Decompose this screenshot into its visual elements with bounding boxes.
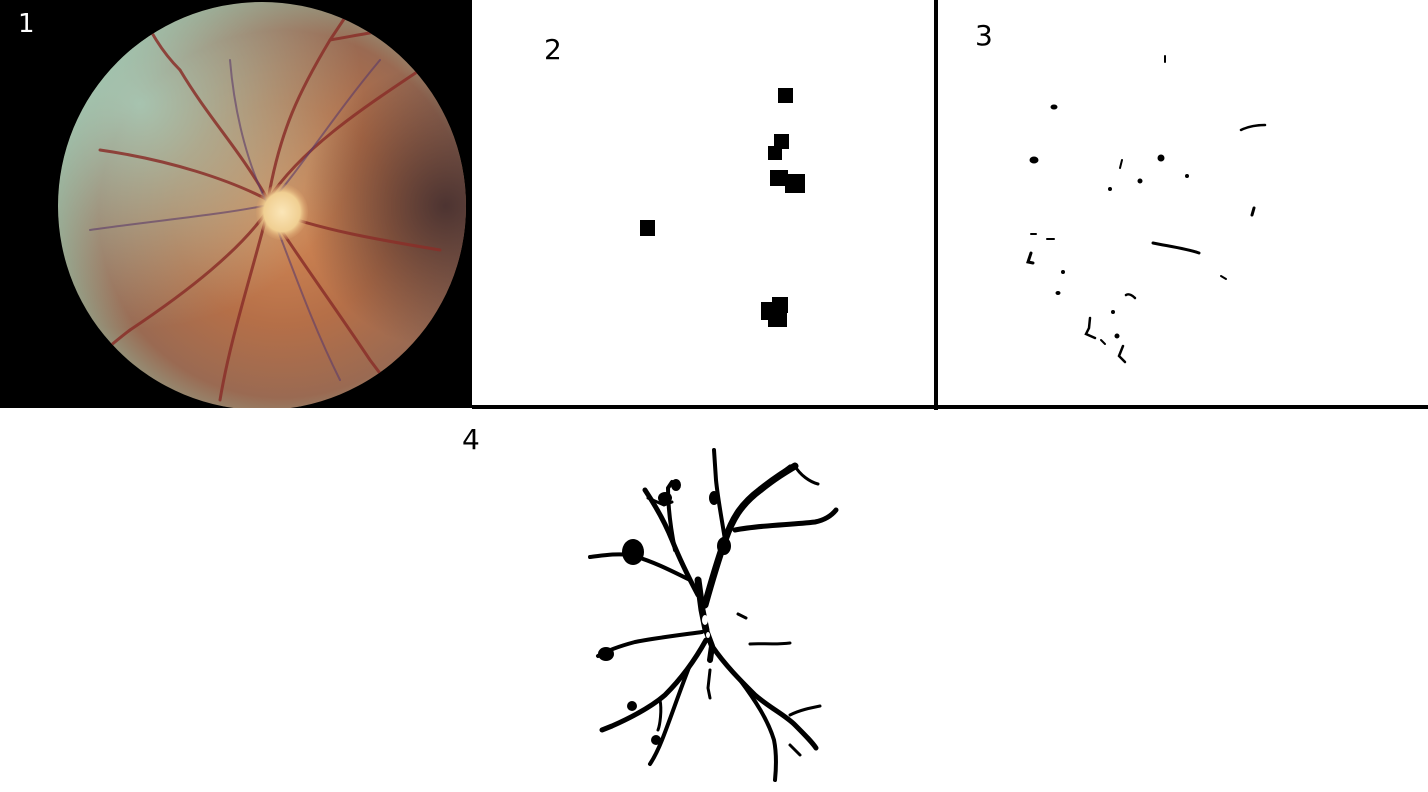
mask-block — [774, 134, 789, 149]
fundus-photo — [58, 2, 466, 408]
vessel-segment — [646, 496, 674, 507]
vessel-segment — [712, 448, 727, 542]
speckle — [1117, 344, 1127, 364]
vessel-blob — [717, 537, 731, 555]
speckle — [1050, 104, 1058, 110]
speckle — [1239, 123, 1267, 132]
vessel-blob — [598, 647, 614, 661]
speckle — [1137, 178, 1143, 184]
vessel-segment — [648, 663, 692, 766]
vertical-divider — [934, 0, 938, 412]
vessel-segment — [706, 668, 712, 700]
mask-block — [770, 170, 788, 186]
vessel-segment — [736, 612, 748, 620]
block-mask — [640, 88, 805, 327]
vessel-blob — [709, 491, 719, 505]
vessel-segment — [738, 678, 778, 782]
speckle — [1029, 156, 1039, 164]
speckle — [1185, 174, 1189, 178]
vessel-segment — [599, 637, 709, 733]
mask-block — [768, 313, 787, 327]
panel-label-3: 3 — [975, 19, 993, 52]
speckle — [1026, 251, 1035, 265]
vessel-segment — [709, 643, 819, 751]
vessel-segment — [666, 480, 677, 552]
vessel-segment — [748, 641, 792, 646]
speckle — [1061, 270, 1065, 274]
fundus-image-panel: 1 — [0, 0, 472, 408]
speckle — [1157, 154, 1165, 162]
block-mask-panel: 2 — [472, 0, 935, 405]
panel-label-2: 2 — [544, 33, 562, 66]
vessel-segment — [788, 743, 802, 757]
vessel-segment — [758, 464, 792, 492]
vessel-segment — [732, 507, 839, 533]
vessel-blob — [671, 479, 681, 491]
speckle — [1250, 206, 1256, 217]
mask-block — [640, 220, 655, 236]
vessel-blob — [651, 735, 661, 745]
optic-disc — [256, 184, 308, 240]
mask-block — [778, 88, 793, 103]
speckle — [1151, 241, 1201, 255]
panel-label-4: 4 — [462, 423, 480, 456]
vessel-mask-panel: 4 — [0, 410, 1428, 792]
vessel-segment — [656, 698, 663, 732]
speckle — [1084, 316, 1097, 340]
vessel-blob — [627, 701, 637, 711]
speckle-mask-panel: 3 — [939, 0, 1428, 405]
panel-label-1: 1 — [18, 9, 35, 39]
speckle — [1111, 310, 1115, 314]
horizontal-divider — [472, 405, 1428, 409]
mask-block — [785, 174, 805, 193]
speckle — [1119, 159, 1123, 169]
mask-block — [772, 297, 788, 313]
vessel-segment — [793, 464, 820, 486]
vessel-blob — [658, 492, 672, 504]
vessel-segment — [788, 704, 822, 717]
speckle-mask — [1026, 55, 1267, 364]
speckle — [1114, 333, 1120, 339]
mask-block — [768, 146, 782, 160]
speckle — [1124, 293, 1137, 300]
speckle — [1108, 187, 1112, 191]
speckle — [1055, 291, 1061, 295]
speckle — [1220, 275, 1227, 280]
vessel-mask — [588, 448, 839, 782]
speckle — [1100, 339, 1106, 345]
vessel-blob — [622, 539, 644, 565]
